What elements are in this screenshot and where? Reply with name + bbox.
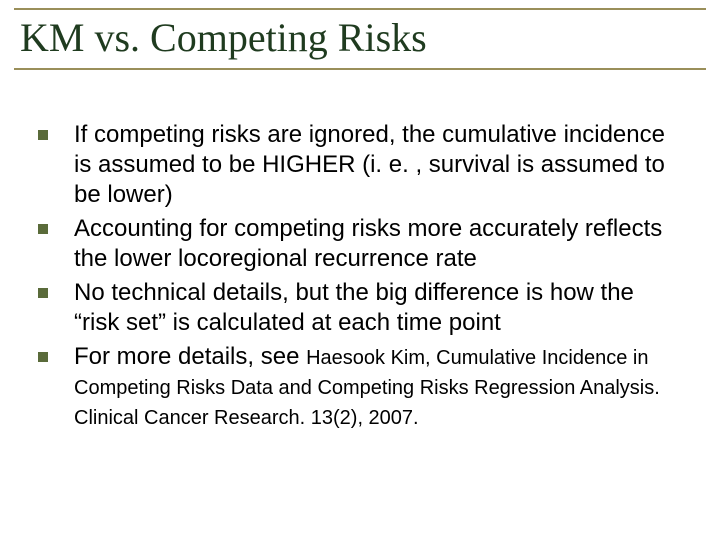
title-rule-bottom	[14, 68, 706, 70]
bullet-square-icon	[38, 224, 48, 234]
bullet-item: If competing risks are ignored, the cumu…	[32, 120, 680, 210]
bullet-square-icon	[38, 352, 48, 362]
bullet-text: Accounting for competing risks more accu…	[74, 214, 680, 274]
bullet-square-icon	[38, 130, 48, 140]
slide-body: If competing risks are ignored, the cumu…	[32, 120, 680, 436]
bullet-item: Accounting for competing risks more accu…	[32, 214, 680, 274]
bullet-text: For more details, see Haesook Kim, Cumul…	[74, 342, 680, 432]
slide: KM vs. Competing Risks If competing risk…	[0, 0, 720, 540]
bullet-item: No technical details, but the big differ…	[32, 278, 680, 338]
bullet-lead: For more details, see	[74, 343, 306, 370]
bullet-square-icon	[38, 288, 48, 298]
bullet-text: If competing risks are ignored, the cumu…	[74, 120, 680, 210]
slide-title: KM vs. Competing Risks	[20, 14, 427, 61]
bullet-text: No technical details, but the big differ…	[74, 278, 680, 338]
bullet-item: For more details, see Haesook Kim, Cumul…	[32, 342, 680, 432]
title-rule-top	[14, 8, 706, 10]
